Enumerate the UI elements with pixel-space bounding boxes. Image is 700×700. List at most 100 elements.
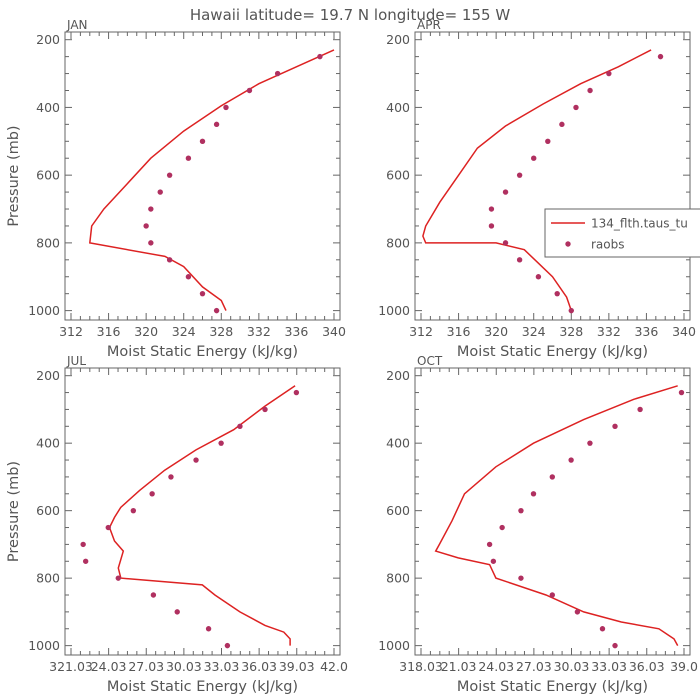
x-tick-label: 332 bbox=[597, 324, 621, 339]
panel-title: JUL bbox=[66, 354, 86, 368]
raob-point bbox=[657, 53, 664, 60]
x-tick-label: 21.03 bbox=[441, 659, 477, 674]
raob-point bbox=[166, 172, 173, 178]
raob-point bbox=[148, 206, 154, 212]
x-axis-label: Moist Static Energy (kJ/kg) bbox=[107, 679, 298, 695]
raob-point bbox=[199, 138, 206, 144]
raob-point bbox=[149, 491, 155, 497]
x-axis-label: Moist Static Energy (kJ/kg) bbox=[457, 679, 648, 695]
raob-point bbox=[262, 406, 268, 413]
y-tick-label: 1000 bbox=[378, 303, 410, 318]
raob-point bbox=[587, 87, 593, 94]
raob-point bbox=[199, 290, 206, 297]
y-tick-label: 800 bbox=[386, 235, 410, 250]
x-tick-label: 36.03 bbox=[241, 659, 277, 674]
raob-point bbox=[193, 457, 199, 463]
raob-point bbox=[612, 642, 618, 649]
raob-point bbox=[82, 558, 89, 564]
panel-jan: JAN 312 316 320 324 328 332 336 340 200 400 600 800 1… bbox=[6, 18, 346, 360]
x-tick-label: 27.03 bbox=[128, 659, 164, 674]
raob-point bbox=[490, 558, 497, 564]
raob-point bbox=[488, 206, 495, 212]
x-tick-label: 27.03 bbox=[516, 659, 552, 674]
raob-point bbox=[612, 423, 618, 430]
raob-point bbox=[223, 104, 229, 111]
raob-point bbox=[606, 70, 612, 77]
raob-point bbox=[518, 507, 524, 514]
raob-point bbox=[568, 457, 574, 463]
legend-label: raobs bbox=[591, 238, 625, 252]
raob-point bbox=[213, 121, 220, 128]
x-axis-label: Moist Static Energy (kJ/kg) bbox=[457, 344, 648, 360]
x-tick-label: 312 bbox=[409, 324, 433, 339]
y-tick-label: 400 bbox=[36, 100, 60, 115]
legend-box bbox=[544, 208, 700, 258]
raob-point bbox=[317, 53, 323, 60]
raob-point bbox=[535, 274, 542, 280]
x-tick-label: 39.0 bbox=[670, 659, 698, 674]
raob-point bbox=[115, 575, 121, 581]
raob-point bbox=[678, 389, 685, 396]
raob-point bbox=[637, 406, 643, 413]
y-tick-label: 600 bbox=[386, 503, 410, 518]
y-tick-label: 400 bbox=[386, 100, 410, 115]
plot-area bbox=[422, 49, 664, 314]
x-tick-label: 39.03 bbox=[279, 659, 315, 674]
x-tick-label: 332 bbox=[247, 324, 271, 339]
plot-area bbox=[80, 385, 300, 649]
x-tick-label: 321.03 bbox=[49, 659, 93, 674]
x-tick-label: 24.03 bbox=[478, 659, 514, 674]
x-tick-label: 336 bbox=[284, 324, 308, 339]
x-tick-label: 328 bbox=[559, 324, 583, 339]
x-tick-label: 33.03 bbox=[591, 659, 627, 674]
raob-point bbox=[174, 609, 180, 615]
raob-point bbox=[148, 240, 154, 246]
raob-point bbox=[185, 155, 192, 161]
raob-point bbox=[224, 642, 231, 649]
x-tick-label: 30.03 bbox=[166, 659, 202, 674]
y-tick-label: 600 bbox=[386, 168, 410, 183]
y-tick-label: 200 bbox=[36, 32, 60, 47]
panel-title: APR bbox=[417, 18, 441, 32]
raob-point bbox=[516, 257, 523, 263]
raob-point bbox=[150, 592, 157, 598]
raob-point bbox=[559, 121, 565, 128]
panel-apr: APR 312 316 320 324 328 332 336 340 200 400 600 800 1… bbox=[378, 18, 700, 360]
y-tick-label: 400 bbox=[36, 436, 60, 451]
raob-point bbox=[80, 541, 86, 548]
raob-point bbox=[157, 189, 163, 195]
raob-point bbox=[516, 172, 523, 178]
raob-point bbox=[518, 575, 524, 581]
y-tick-label: 200 bbox=[36, 368, 60, 383]
y-axis-label: Pressure (mb) bbox=[6, 125, 22, 226]
raob-point bbox=[246, 87, 253, 94]
x-tick-label: 42.0 bbox=[320, 659, 348, 674]
x-tick-label: 320 bbox=[484, 324, 508, 339]
x-tick-label: 318.03 bbox=[399, 659, 443, 674]
x-tick-label: 36.03 bbox=[629, 659, 665, 674]
y-tick-label: 800 bbox=[36, 235, 60, 250]
x-tick-label: 328 bbox=[209, 324, 233, 339]
y-tick-label: 800 bbox=[386, 571, 410, 586]
plot-frame bbox=[64, 31, 341, 321]
raob-point bbox=[549, 474, 556, 480]
x-tick-label: 324 bbox=[522, 324, 546, 339]
raob-point bbox=[531, 155, 537, 161]
raob-point bbox=[293, 389, 300, 396]
raob-point bbox=[168, 474, 174, 480]
y-tick-label: 600 bbox=[36, 503, 60, 518]
y-tick-label: 1000 bbox=[28, 638, 60, 653]
raob-point bbox=[599, 626, 606, 632]
legend-marker-swatch bbox=[565, 241, 571, 247]
y-tick-label: 600 bbox=[36, 168, 60, 183]
x-tick-label: 324 bbox=[172, 324, 196, 339]
plot-area bbox=[434, 385, 685, 649]
figure-title: Hawaii latitude= 19.7 N longitude= 155 W bbox=[190, 6, 510, 24]
raob-point bbox=[530, 491, 537, 497]
y-tick-label: 400 bbox=[386, 436, 410, 451]
raob-point bbox=[574, 609, 581, 615]
raob-point bbox=[105, 524, 111, 531]
raob-point bbox=[130, 507, 137, 514]
y-tick-label: 1000 bbox=[378, 638, 410, 653]
